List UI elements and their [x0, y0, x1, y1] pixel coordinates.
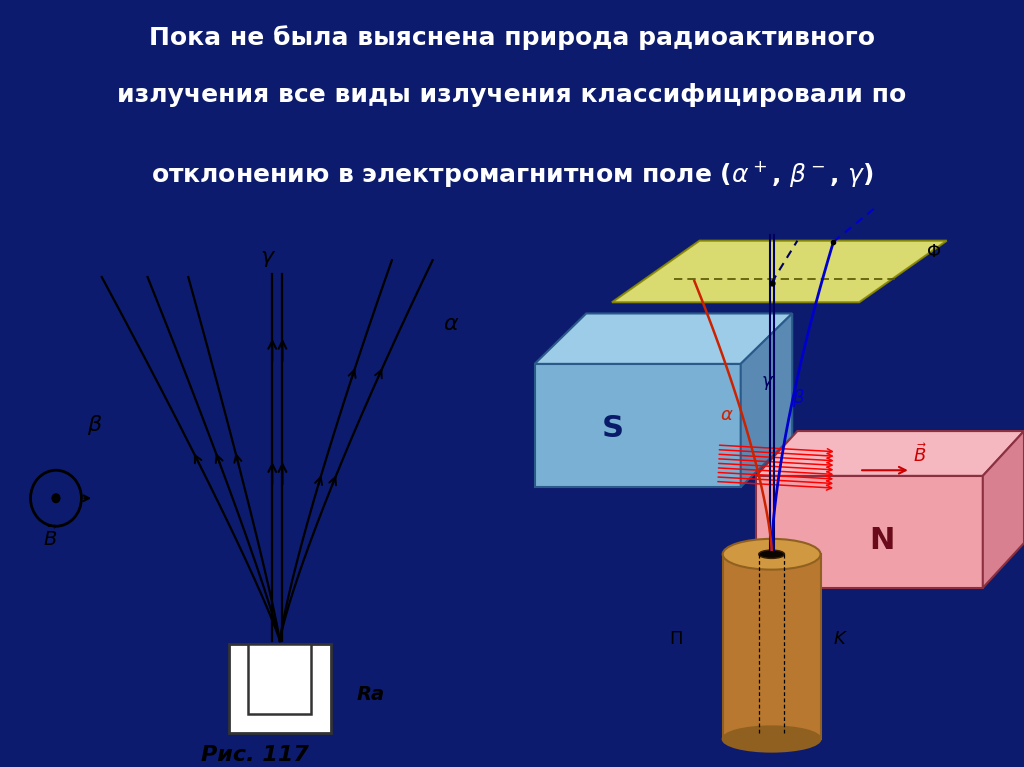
Ellipse shape: [723, 539, 820, 570]
Bar: [723, 555, 820, 739]
Bar: [229, 644, 331, 733]
Text: $\gamma$: $\gamma$: [259, 249, 275, 269]
Text: Пока не была выяснена природа радиоактивного: Пока не была выяснена природа радиоактив…: [150, 25, 874, 50]
Polygon shape: [740, 314, 793, 487]
Polygon shape: [535, 314, 793, 364]
Polygon shape: [983, 431, 1024, 588]
Text: $\vec{B}$: $\vec{B}$: [913, 443, 928, 466]
Text: $\beta$: $\beta$: [86, 413, 102, 437]
Ellipse shape: [759, 550, 784, 558]
Polygon shape: [535, 364, 740, 487]
Text: N: N: [869, 525, 895, 555]
Text: $\alpha$: $\alpha$: [442, 314, 459, 334]
Text: $\gamma$: $\gamma$: [761, 374, 775, 392]
Text: отклонению в электромагнитном поле ($\alpha^+$, $\beta^-$, $\gamma$): отклонению в электромагнитном поле ($\al…: [151, 159, 873, 189]
Text: $K$: $K$: [834, 630, 849, 648]
Text: $\vec{B}$: $\vec{B}$: [43, 525, 58, 550]
Polygon shape: [756, 431, 1024, 476]
Text: $\beta$: $\beta$: [793, 387, 805, 409]
Text: $\Pi$: $\Pi$: [669, 630, 682, 648]
Text: $\Phi$: $\Phi$: [926, 243, 941, 262]
Polygon shape: [756, 476, 983, 588]
Circle shape: [51, 493, 60, 503]
Text: излучения все виды излучения классифицировали по: излучения все виды излучения классифицир…: [118, 84, 906, 107]
Ellipse shape: [723, 726, 820, 752]
Text: Ra: Ra: [356, 685, 384, 704]
Text: $\alpha$: $\alpha$: [720, 406, 734, 424]
Text: Рис. 117: Рис. 117: [201, 746, 308, 765]
Text: S: S: [602, 413, 624, 443]
Bar: [249, 644, 311, 714]
Polygon shape: [612, 241, 947, 302]
